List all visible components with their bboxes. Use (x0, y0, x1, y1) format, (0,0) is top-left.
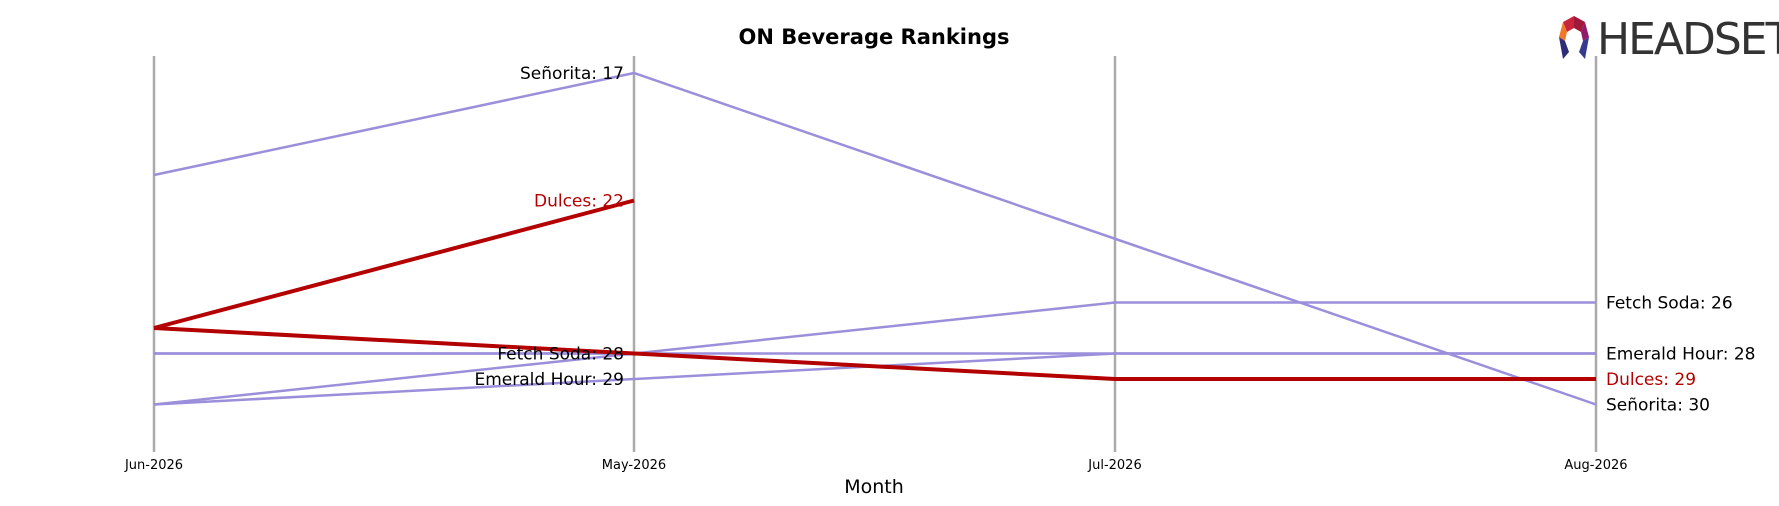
left-point-label-0: Señorita: 17 (520, 64, 624, 84)
chart-title: ON Beverage Rankings (739, 25, 1010, 49)
right-point-label-1: Emerald Hour: 28 (1606, 345, 1756, 365)
series-lines (153, 71, 1597, 406)
series-line-fetch-soda-1 (154, 301, 1596, 355)
x-tick-label-0: Jun-2026 (124, 458, 183, 473)
month-axis-lines (152, 56, 1598, 452)
series-line-se-orita-0 (153, 71, 1597, 406)
x-tick-label-3: Aug-2026 (1564, 458, 1627, 473)
left-point-label-3: Emerald Hour: 29 (475, 370, 625, 390)
point-labels: Señorita: 17 Dulces: 22 Fetch Soda: 28 Emer… (475, 64, 1756, 416)
x-axis-label: Month (844, 476, 904, 498)
left-point-label-1: Dulces: 22 (534, 192, 624, 212)
series-line-se-orita-6 (153, 352, 635, 406)
right-point-label-2: Dulces: 29 (1606, 370, 1696, 390)
logo-mark-icon (1559, 16, 1589, 59)
left-point-label-2: Fetch Soda: 28 (497, 345, 624, 365)
series-line-dulces-3 (153, 198, 635, 330)
right-point-label-3: Señorita: 30 (1606, 396, 1710, 416)
right-point-label-0: Fetch Soda: 26 (1606, 294, 1733, 314)
x-tick-label-1: May-2026 (602, 458, 666, 473)
x-tick-label-2: Jul-2026 (1087, 458, 1141, 473)
x-tick-labels: Jun-2026 May-2026 Jul-2026 Aug-2026 (124, 458, 1628, 473)
logo-text: HEADSET (1597, 14, 1779, 65)
headset-logo: HEADSET (1559, 14, 1779, 65)
series-line-dulces-4 (153, 326, 1596, 381)
